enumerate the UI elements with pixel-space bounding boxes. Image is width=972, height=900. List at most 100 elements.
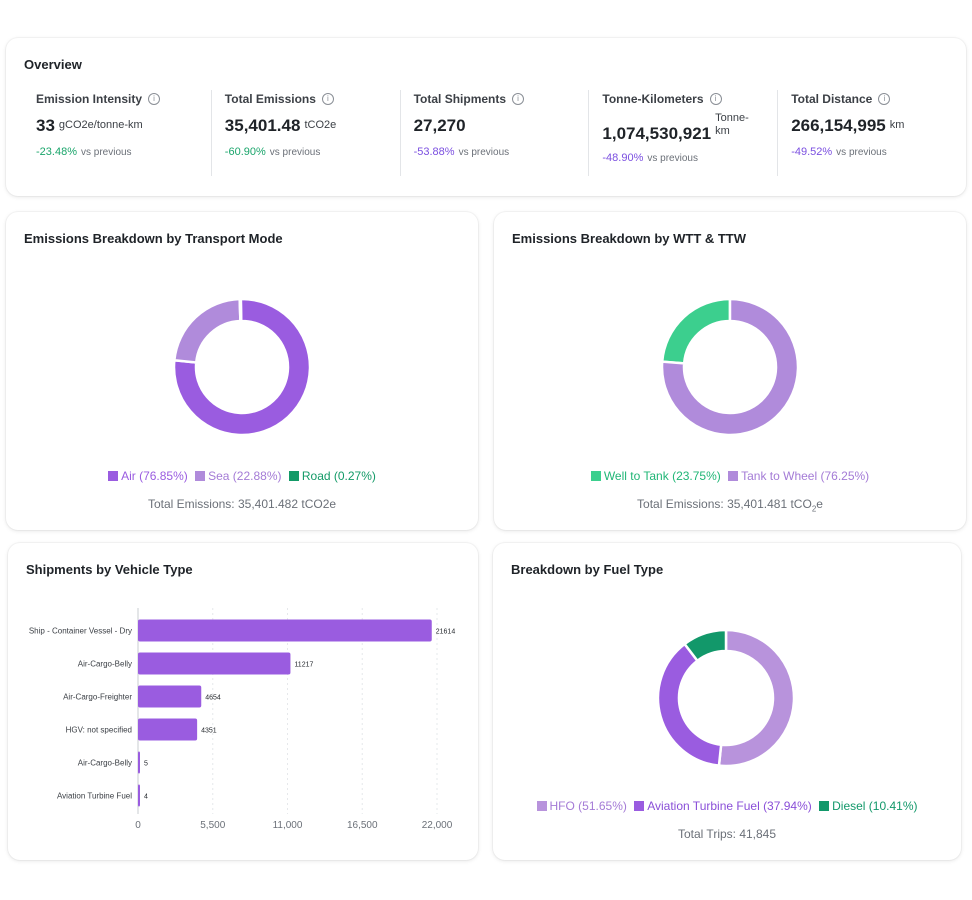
vehicle-type-title: Shipments by Vehicle Type [26,562,193,577]
metric-label: Total Shipments [413,92,507,106]
metric-total-emissions: Total Emissions i 35,401.48 tCO2e -60.90% v… [210,90,400,176]
info-icon[interactable]: i [878,93,891,105]
donut-slice-road[interactable] [238,297,243,323]
x-tick-label: 0 [135,820,141,831]
data-label: 5 [144,761,148,768]
legend-item-sea[interactable]: Sea (22.88%) [195,469,282,483]
metric-value: 27,270 [413,116,466,135]
legend-swatch-hfo [536,801,547,811]
category-label: Air-Cargo-Freighter [63,693,132,702]
legend-swatch-atf [634,801,645,811]
data-label: 4654 [205,695,221,702]
metric-unit: tCO2e [304,119,337,131]
metric-total-distance: Total Distance i 266,154,995 km -49.52% vs … [777,90,966,176]
metric-emission-intensity: Emission Intensity i 33 gCO2e/tonne-km -23… [6,90,211,176]
legend-item-atf[interactable]: Aviation Turbine Fuel (37.94%) [634,799,812,813]
info-icon[interactable]: i [709,93,722,105]
donut-slice-well-to-tank[interactable] [660,297,732,365]
metric-change: -53.88% [413,146,455,158]
category-label: HGV: not specified [66,726,132,735]
legend-item-road[interactable]: Road (0.27%) [288,469,376,483]
metric-label: Total Emissions [224,92,316,106]
fuel-total: Total Trips: 41,845 [677,827,777,841]
metric-value: 33 [36,116,55,135]
metric-vs: vs previous [269,147,321,158]
data-label: 4 [144,794,148,801]
data-label: 11217 [294,662,313,669]
legend-label-road: Road (0.27%) [301,469,376,483]
legend-item-ttw[interactable]: Tank to Wheel (76.25%) [728,469,869,483]
metric-unit: gCO2e/tonne-km [58,119,143,131]
bar[interactable] [138,784,140,807]
legend-swatch-air [108,471,119,481]
donut-slice-aviation-turbine-fuel[interactable] [656,642,723,768]
donut-slice-diesel[interactable] [682,628,728,663]
info-icon[interactable]: i [148,93,161,105]
x-tick-label: 22,000 [422,820,453,831]
donut-slice-air[interactable] [172,297,312,437]
bar[interactable] [138,751,140,774]
wtt-total: Total Emissions: 35,401.481 tCO2e [494,497,966,513]
overview-card: Overview Emission Intensity i 33 gCO2e/ton… [6,38,966,196]
legend-item-wtt[interactable]: Well to Tank (23.75%) [590,469,721,483]
wtt-legend: Well to Tank (23.75%) Tank to Wheel (76.… [494,469,966,484]
metric-label: Tonne-Kilometers [602,92,704,106]
vehicle-bar-chart[interactable]: Ship - Container Vessel - Dry 21614 Air-Ca… [8,580,478,860]
fuel-type-card: Breakdown by Fuel Type HFO (51.65%) Avia… [493,543,961,860]
bar[interactable] [138,619,432,642]
overview-title: Overview [24,57,82,72]
vehicle-type-card: Shipments by Vehicle Type Ship - Contain… [8,543,478,860]
legend-label-ttw: Tank to Wheel (76.25%) [741,469,870,483]
data-label: 4351 [201,728,217,735]
fuel-legend: HFO (51.65%) Aviation Turbine Fuel (37.9… [493,799,961,814]
bar[interactable] [138,652,291,675]
transport-mode-title: Emissions Breakdown by Transport Mode [24,231,283,246]
metric-tonne-kilometers: Tonne-Kilometers i 1,074,530,921 Tonne-km … [588,90,777,176]
transport-donut-chart[interactable] [6,252,478,492]
legend-swatch-ttw [728,471,739,481]
metrics-row: Emission Intensity i 33 gCO2e/tonne-km -23… [6,90,966,176]
donut-slice-tank-to-wheel[interactable] [660,297,800,437]
legend-item-hfo[interactable]: HFO (51.65%) [536,799,627,813]
wtt-total-sub: 2 [811,504,817,514]
metric-unit: Tonne-km [715,112,749,137]
category-label: Aviation Turbine Fuel [57,792,132,801]
metric-total-shipments: Total Shipments i 27,270 -53.88% vs previo… [399,90,589,176]
legend-item-air[interactable]: Air (76.85%) [108,469,188,483]
transport-total: Total Emissions: 35,401.482 tCO2e [147,497,337,511]
metric-vs: vs previous [80,147,132,158]
data-label: 21614 [436,629,456,636]
legend-label-sea: Sea (22.88%) [208,469,282,483]
metric-value: 35,401.48 [224,116,301,135]
wtt-ttw-card: Emissions Breakdown by WTT & TTW Well to… [494,212,966,530]
metric-value: 266,154,995 [791,116,886,135]
wtt-total-text: Total Emissions: 35,401.481 tCO [637,497,812,511]
category-label: Air-Cargo-Belly [78,660,132,669]
transport-mode-card: Emissions Breakdown by Transport Mode Ai… [6,212,478,530]
donut-slice-sea[interactable] [172,297,242,364]
wtt-ttw-donut-chart[interactable] [494,252,966,492]
metric-change: -49.52% [791,146,833,158]
metric-value: 1,074,530,921 [602,124,712,143]
donut-slice-hfo[interactable] [717,628,796,768]
metric-vs: vs previous [836,147,887,158]
legend-item-diesel[interactable]: Diesel (10.41%) [819,799,917,813]
legend-swatch-sea [195,471,206,481]
legend-label-air: Air (76.85%) [121,469,188,483]
metric-unit: km [889,119,905,131]
metric-vs: vs previous [647,153,698,164]
legend-label-hfo: HFO (51.65%) [549,799,627,813]
info-icon[interactable]: i [321,93,334,105]
legend-swatch-wtt [590,471,601,481]
bar[interactable] [138,718,198,741]
bar[interactable] [138,685,202,708]
legend-label-wtt: Well to Tank (23.75%) [603,469,721,483]
legend-label-diesel: Diesel (10.41%) [832,799,918,813]
x-tick-label: 11,000 [273,820,303,831]
info-icon[interactable]: i [512,93,525,105]
metric-label: Emission Intensity [36,92,143,106]
fuel-donut-chart[interactable] [493,588,961,808]
metric-vs: vs previous [458,147,510,158]
wtt-total-suffix: e [816,497,823,511]
x-tick-label: 16,500 [347,820,378,831]
